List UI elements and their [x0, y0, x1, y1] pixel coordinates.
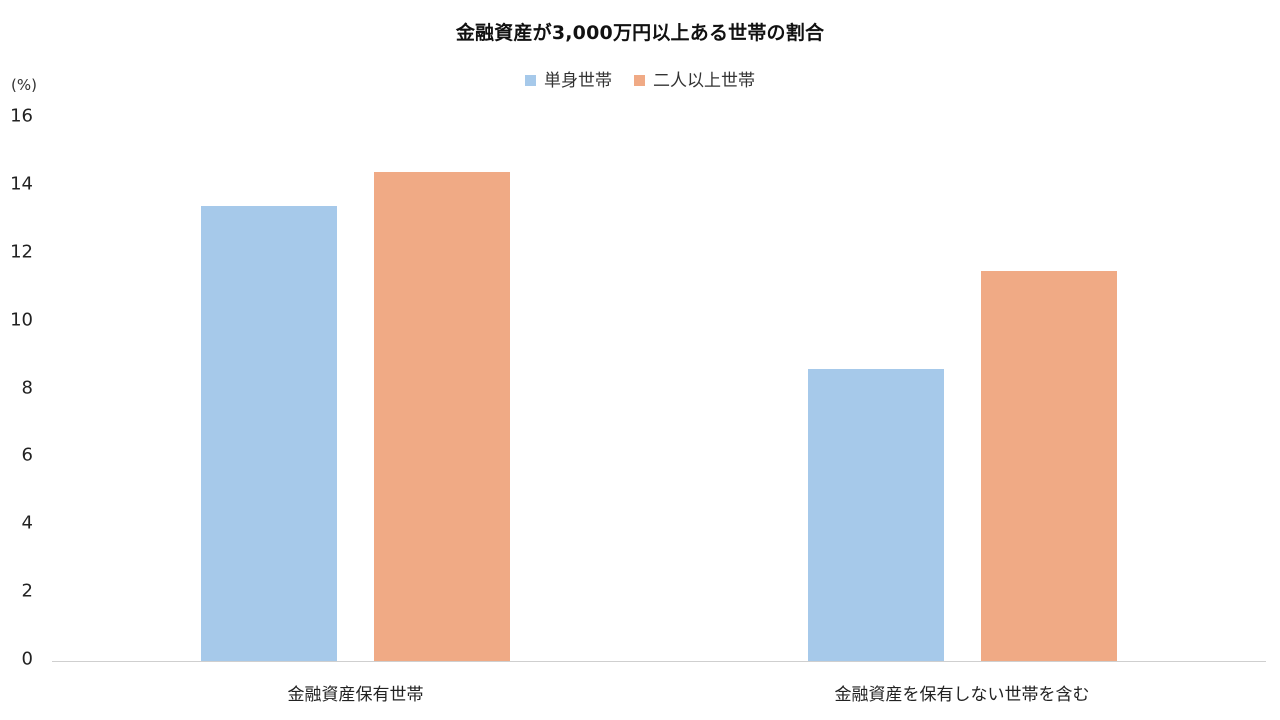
bar-multi-0	[374, 172, 510, 661]
bar-single-0	[201, 206, 337, 661]
legend-swatch-single-icon	[525, 74, 536, 86]
y-tick-label: 14	[10, 173, 33, 195]
y-tick-label: 12	[10, 241, 33, 263]
legend-item-multi: 二人以上世帯	[634, 66, 755, 91]
bar-multi-1	[980, 270, 1117, 661]
legend-item-single: 単身世帯	[525, 66, 612, 91]
y-tick-label: 8	[21, 377, 33, 398]
y-tick-label: 6	[21, 444, 33, 466]
legend-swatch-multi-icon	[634, 74, 645, 86]
y-tick-label: 16	[10, 105, 33, 127]
x-category-label: 金融資産を保有しない世帯を含む	[834, 685, 1090, 705]
legend-label-multi: 二人以上世帯	[653, 71, 755, 91]
y-tick-label: 0	[21, 648, 33, 670]
legend-label-single: 単身世帯	[544, 71, 612, 91]
bar-single-1	[807, 369, 944, 661]
y-tick-label: 10	[10, 309, 33, 331]
x-category-label: 金融資産保有世帯	[287, 685, 424, 705]
y-tick-label: 4	[21, 512, 33, 534]
chart-legend: 単身世帯 二人以上世帯	[0, 66, 1280, 91]
chart-title: 金融資産が3,000万円以上ある世帯の割合	[455, 22, 825, 44]
y-axis-unit-label: (%)	[11, 76, 37, 94]
y-tick-label: 2	[21, 580, 33, 602]
x-axis-line	[52, 661, 1266, 662]
